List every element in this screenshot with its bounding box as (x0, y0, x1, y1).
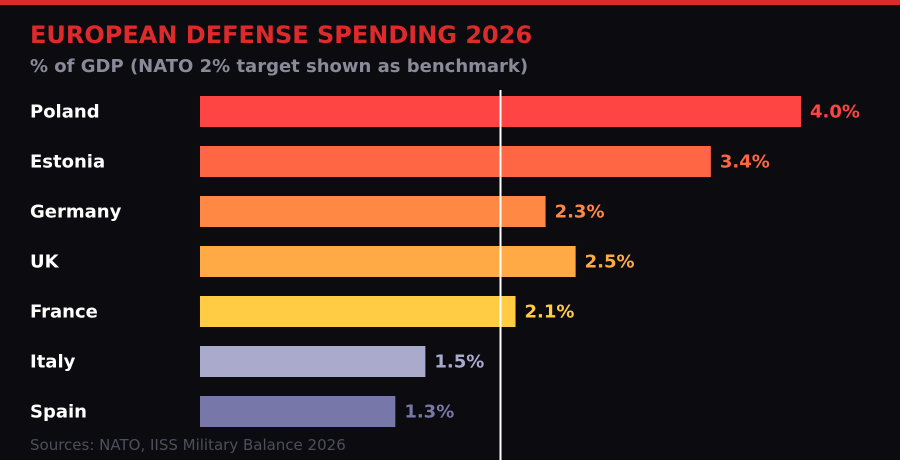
chart-title: EUROPEAN DEFENSE SPENDING 2026 (30, 21, 533, 49)
category-label: Poland (30, 102, 100, 123)
category-label: Estonia (30, 152, 105, 173)
bar-estonia (200, 146, 711, 177)
value-label: 2.3% (555, 202, 605, 223)
category-label: Spain (30, 402, 87, 423)
value-label: 2.5% (585, 252, 635, 273)
category-label: France (30, 302, 98, 323)
chart-subtitle: % of GDP (NATO 2% target shown as benchm… (30, 56, 529, 77)
bar-spain (200, 396, 396, 427)
source-note: Sources: NATO, IISS Military Balance 202… (30, 436, 346, 454)
top-accent-bar (0, 0, 900, 5)
value-label: 1.3% (404, 402, 454, 423)
value-label: 1.5% (434, 352, 484, 373)
value-label: 3.4% (720, 152, 770, 173)
category-label: Germany (30, 202, 122, 223)
bar-germany (200, 196, 546, 227)
category-label: Italy (30, 352, 76, 373)
bar-france (200, 296, 516, 327)
value-label: 2.1% (525, 302, 575, 323)
bar-uk (200, 246, 576, 277)
value-label: 4.0% (810, 102, 860, 123)
category-label: UK (30, 252, 60, 273)
bar-italy (200, 346, 426, 377)
